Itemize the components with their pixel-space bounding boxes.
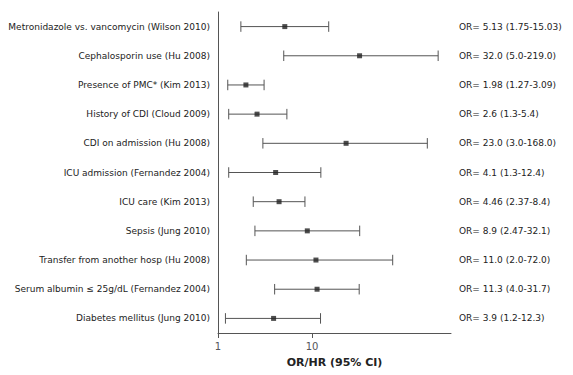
svg-text:OR= 11.3 (4.0-31.7): OR= 11.3 (4.0-31.7)	[459, 284, 550, 294]
svg-text:OR= 3.9 (1.2-12.3): OR= 3.9 (1.2-12.3)	[459, 313, 545, 323]
svg-text:OR= 8.9 (2.47-32.1): OR= 8.9 (2.47-32.1)	[459, 226, 550, 236]
svg-text:Diabetes mellitus (Jung 2010): Diabetes mellitus (Jung 2010)	[76, 313, 210, 323]
svg-text:OR= 4.46 (2.37-8.4): OR= 4.46 (2.37-8.4)	[459, 197, 550, 207]
svg-text:History of CDI (Cloud 2009): History of CDI (Cloud 2009)	[86, 109, 210, 119]
svg-text:ICU admission (Fernandez 2004): ICU admission (Fernandez 2004)	[64, 168, 210, 178]
svg-text:Cephalosporin use (Hu 2008): Cephalosporin use (Hu 2008)	[79, 51, 210, 61]
svg-text:Sepsis (Jung 2010): Sepsis (Jung 2010)	[126, 226, 210, 236]
svg-text:Metronidazole vs. vancomycin (: Metronidazole vs. vancomycin (Wilson 201…	[8, 22, 210, 32]
svg-text:ICU care (Kim 2013): ICU care (Kim 2013)	[119, 197, 210, 207]
svg-text:CDI on admission (Hu 2008): CDI on admission (Hu 2008)	[83, 138, 210, 148]
svg-text:OR= 32.0 (5.0-219.0): OR= 32.0 (5.0-219.0)	[459, 51, 556, 61]
svg-text:OR= 4.1 (1.3-12.4): OR= 4.1 (1.3-12.4)	[459, 168, 545, 178]
svg-text:OR= 1.98 (1.27-3.09): OR= 1.98 (1.27-3.09)	[459, 80, 556, 90]
svg-text:OR= 5.13 (1.75-15.03): OR= 5.13 (1.75-15.03)	[459, 22, 562, 32]
svg-text:OR= 11.0 (2.0-72.0): OR= 11.0 (2.0-72.0)	[459, 255, 550, 265]
svg-text:OR= 23.0 (3.0-168.0): OR= 23.0 (3.0-168.0)	[459, 138, 556, 148]
svg-text:Transfer from another hosp (Hu: Transfer from another hosp (Hu 2008)	[38, 255, 210, 265]
svg-text:1: 1	[215, 341, 221, 352]
svg-text:OR/HR (95% CI): OR/HR (95% CI)	[287, 356, 383, 369]
svg-text:OR= 2.6 (1.3-5.4): OR= 2.6 (1.3-5.4)	[459, 109, 539, 119]
svg-text:10: 10	[306, 341, 319, 352]
svg-text:Presence of PMC* (Kim 2013): Presence of PMC* (Kim 2013)	[78, 80, 210, 90]
svg-text:Serum albumin ≤ 25g/dL (Fernan: Serum albumin ≤ 25g/dL (Fernandez 2004)	[15, 284, 210, 294]
